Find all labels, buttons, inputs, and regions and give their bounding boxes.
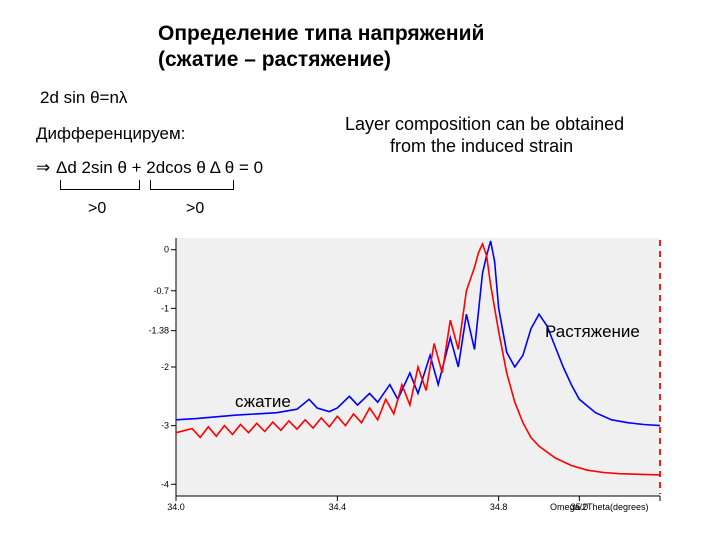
page-title-line2: (сжатие – растяжение) [158,48,391,72]
svg-text:34.0: 34.0 [167,502,185,512]
svg-text:-4: -4 [161,479,169,489]
implies-arrow: ⇒ [36,158,50,178]
annotation-tension: Растяжение [545,322,640,342]
gt0-label-2: >0 [186,200,204,218]
differentiate-label: Дифференцируем: [36,124,185,144]
svg-text:-0.7: -0.7 [153,286,169,296]
annotation-compression: сжатие [235,392,291,412]
chart-x-axis-label: Omega/2Theta(degrees) [550,502,649,512]
bragg-equation: 2d sin θ=nλ [40,88,127,108]
svg-text:-2: -2 [161,362,169,372]
page-title-line1: Определение типа напряжений [158,22,484,46]
gt0-label-1: >0 [88,200,106,218]
svg-text:34.8: 34.8 [490,502,508,512]
svg-text:-3: -3 [161,421,169,431]
svg-text:-1.38: -1.38 [148,326,169,336]
differentiated-equation: Δd 2sin θ + 2dcos θ Δ θ = 0 [56,158,263,178]
svg-text:34.4: 34.4 [329,502,347,512]
layer-composition-text-line2: from the induced strain [390,136,573,157]
brace-term1 [60,180,140,190]
chart-svg: -4-3-2-1.38-1-0.70 34.034.434.835.0 Omeg… [130,230,670,520]
brace-term2 [150,180,234,190]
svg-text:-1: -1 [161,303,169,313]
layer-composition-text-line1: Layer composition can be obtained [345,114,624,135]
chart-yticks: -4 -3 -2 -1.38 -1 -0.7 0 [148,245,176,490]
svg-text:0: 0 [164,245,169,255]
xrd-chart: -4-3-2-1.38-1-0.70 34.034.434.835.0 Omeg… [130,230,670,525]
